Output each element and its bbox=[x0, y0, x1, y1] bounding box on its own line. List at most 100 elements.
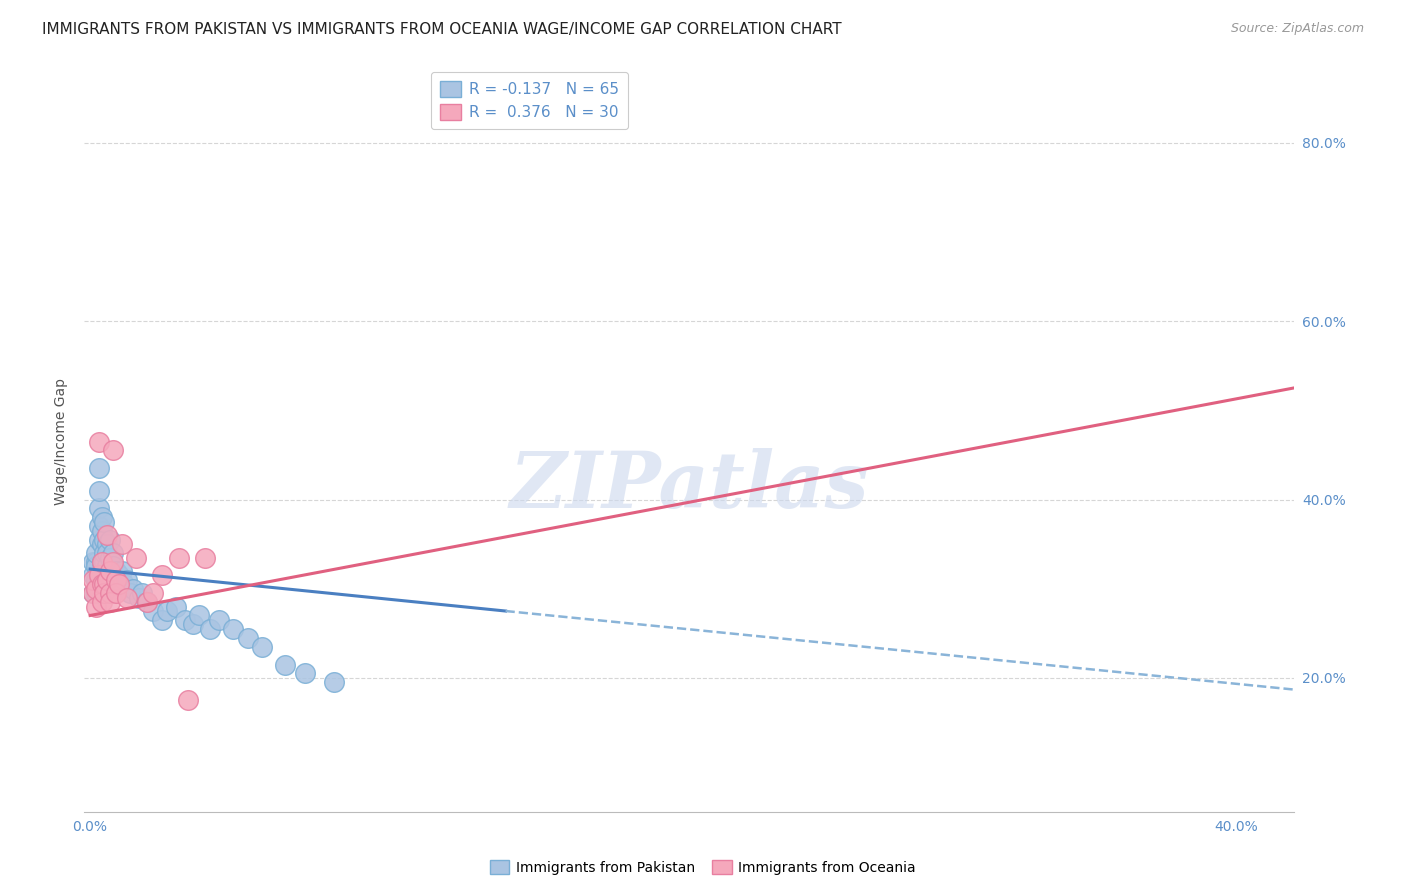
Point bbox=[93, 555, 115, 569]
Point bbox=[142, 604, 165, 618]
Point bbox=[104, 573, 127, 587]
Point bbox=[114, 577, 136, 591]
Point bbox=[93, 546, 115, 560]
Text: IMMIGRANTS FROM PAKISTAN VS IMMIGRANTS FROM OCEANIA WAGE/INCOME GAP CORRELATION : IMMIGRANTS FROM PAKISTAN VS IMMIGRANTS F… bbox=[42, 22, 842, 37]
Point bbox=[87, 573, 110, 587]
Point bbox=[93, 533, 115, 547]
Point bbox=[101, 559, 124, 574]
Point bbox=[84, 599, 107, 614]
Point bbox=[176, 693, 198, 707]
Point bbox=[98, 550, 121, 565]
Point bbox=[181, 617, 204, 632]
Point bbox=[117, 573, 139, 587]
Point bbox=[104, 586, 127, 600]
Point bbox=[120, 586, 142, 600]
Point bbox=[236, 631, 259, 645]
Point bbox=[110, 564, 132, 578]
Point bbox=[82, 586, 104, 600]
Point bbox=[222, 622, 245, 636]
Point bbox=[294, 666, 316, 681]
Point bbox=[90, 555, 112, 569]
Point bbox=[84, 573, 107, 587]
Point bbox=[84, 559, 107, 574]
Point bbox=[117, 591, 139, 605]
Point bbox=[150, 568, 173, 582]
Text: Source: ZipAtlas.com: Source: ZipAtlas.com bbox=[1230, 22, 1364, 36]
Point bbox=[90, 537, 112, 551]
Point bbox=[101, 555, 124, 569]
Point bbox=[136, 595, 159, 609]
Point bbox=[96, 573, 118, 587]
Point bbox=[156, 604, 179, 618]
Point bbox=[84, 586, 107, 600]
Point bbox=[101, 546, 124, 560]
Text: ZIPatlas: ZIPatlas bbox=[509, 448, 869, 524]
Point bbox=[87, 586, 110, 600]
Point bbox=[93, 573, 115, 587]
Point bbox=[98, 577, 121, 591]
Point bbox=[194, 550, 217, 565]
Point bbox=[96, 537, 118, 551]
Point bbox=[131, 586, 153, 600]
Point bbox=[136, 595, 159, 609]
Point bbox=[142, 586, 165, 600]
Point bbox=[90, 586, 112, 600]
Point bbox=[173, 613, 195, 627]
Point bbox=[87, 533, 110, 547]
Point bbox=[98, 595, 121, 609]
Point bbox=[87, 501, 110, 516]
Point bbox=[150, 613, 173, 627]
Point bbox=[122, 582, 145, 596]
Point bbox=[274, 657, 297, 672]
Point bbox=[90, 577, 112, 591]
Point bbox=[87, 568, 110, 582]
Point bbox=[188, 608, 211, 623]
Point bbox=[167, 550, 190, 565]
Point bbox=[93, 577, 115, 591]
Point bbox=[208, 613, 231, 627]
Point bbox=[87, 434, 110, 449]
Legend: Immigrants from Pakistan, Immigrants from Oceania: Immigrants from Pakistan, Immigrants fro… bbox=[484, 855, 922, 880]
Point bbox=[87, 483, 110, 498]
Point bbox=[98, 533, 121, 547]
Point bbox=[84, 582, 107, 596]
Point bbox=[98, 564, 121, 578]
Point bbox=[82, 586, 104, 600]
Legend: R = -0.137   N = 65, R =  0.376   N = 30: R = -0.137 N = 65, R = 0.376 N = 30 bbox=[430, 71, 628, 129]
Point bbox=[93, 586, 115, 600]
Point bbox=[128, 591, 150, 605]
Point bbox=[250, 640, 273, 654]
Point bbox=[107, 582, 129, 596]
Point bbox=[96, 573, 118, 587]
Point bbox=[98, 586, 121, 600]
Point bbox=[93, 515, 115, 529]
Point bbox=[90, 573, 112, 587]
Point bbox=[90, 510, 112, 524]
Point bbox=[101, 443, 124, 458]
Point bbox=[87, 461, 110, 475]
Point bbox=[90, 524, 112, 538]
Point bbox=[90, 555, 112, 569]
Point bbox=[125, 550, 148, 565]
Y-axis label: Wage/Income Gap: Wage/Income Gap bbox=[55, 378, 69, 505]
Point bbox=[107, 568, 129, 582]
Point bbox=[96, 528, 118, 542]
Point bbox=[82, 573, 104, 587]
Point bbox=[104, 564, 127, 578]
Point bbox=[90, 595, 112, 609]
Point bbox=[110, 537, 132, 551]
Point bbox=[165, 599, 187, 614]
Point bbox=[96, 559, 118, 574]
Point bbox=[322, 675, 344, 690]
Point bbox=[200, 622, 222, 636]
Point bbox=[96, 546, 118, 560]
Point bbox=[87, 519, 110, 533]
Point bbox=[82, 555, 104, 569]
Point bbox=[104, 577, 127, 591]
Point bbox=[107, 577, 129, 591]
Point bbox=[84, 555, 107, 569]
Point bbox=[98, 564, 121, 578]
Point bbox=[90, 555, 112, 569]
Point bbox=[101, 577, 124, 591]
Point bbox=[82, 568, 104, 582]
